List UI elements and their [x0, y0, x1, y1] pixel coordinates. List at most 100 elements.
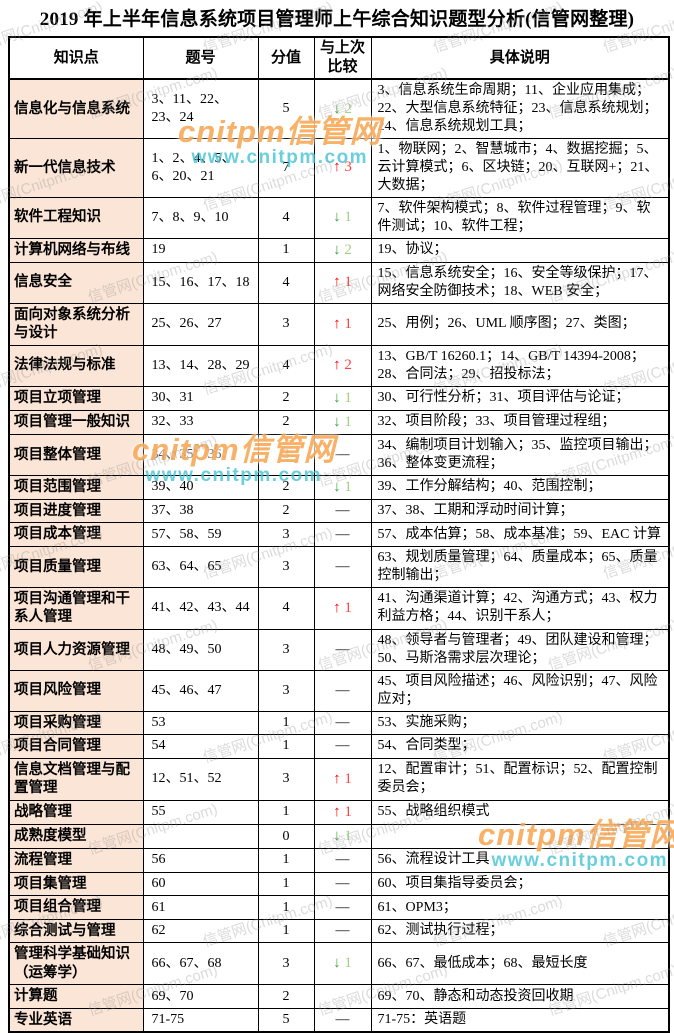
cell-question-numbers: 45、46、47	[142, 669, 259, 712]
no-change-dash: —	[335, 641, 350, 657]
cell-detail: 69、70、静态和动态投资回收期	[370, 984, 670, 1009]
cell-score: 1	[257, 871, 315, 897]
cell-trend: ↓ 2	[313, 78, 372, 140]
cell-score: 1	[257, 734, 315, 759]
table-row: 信息化与信息系统 3、11、22、23、24 5 ↓ 2 3、信息系统生命周期；…	[8, 78, 670, 140]
cell-detail: 15、信息系统安全；16、安全等级保护；17、网络安全防御技术；18、WEB 安…	[370, 261, 670, 304]
no-change-dash: —	[335, 899, 350, 915]
cell-trend: ↓ 1	[313, 409, 372, 435]
no-change-dash: —	[335, 503, 350, 519]
cell-question-numbers: 39、40	[142, 474, 259, 500]
cell-topic: 专业英语	[8, 1007, 144, 1033]
cell-question-numbers: 56	[142, 848, 259, 873]
cell-topic: 项目立项管理	[8, 385, 144, 411]
cell-question-numbers: 13、14、28、29	[142, 344, 259, 387]
no-change-dash: —	[335, 923, 350, 939]
cell-trend: ↑ 1	[313, 586, 372, 630]
cell-topic: 项目整体管理	[8, 433, 144, 476]
no-change-dash: —	[335, 682, 350, 698]
cell-score: 4	[257, 586, 315, 630]
cell-detail: 45、项目风险描述；46、风险识别；47、风险应对；	[370, 669, 670, 712]
no-change-dash: —	[335, 526, 350, 542]
down-arrow-icon: ↓	[333, 209, 341, 226]
table-row: 信息安全 15、16、17、18 4 ↑ 1 15、信息系统安全；16、安全等级…	[8, 261, 670, 304]
cell-topic: 管理科学基础知识（运筹学）	[8, 942, 144, 986]
cell-detail: 19、协议；	[370, 237, 670, 263]
col-header-topic: 知识点	[8, 36, 144, 81]
up-arrow-icon: ↑	[333, 599, 341, 616]
cell-detail: 34、编制项目计划输入；35、监控项目输出；36、整体变更流程；	[370, 433, 670, 476]
no-change-dash: —	[335, 446, 350, 462]
table-row: 流程管理 56 1 — 56、流程设计工具	[8, 848, 670, 873]
cell-question-numbers: 25、26、27	[142, 302, 259, 346]
no-change-dash: —	[335, 738, 350, 754]
table-row: 计算题 69、70 2 69、70、静态和动态投资回收期	[8, 984, 670, 1009]
down-arrow-icon: ↓	[333, 478, 341, 495]
down-arrow-icon: ↓	[333, 241, 341, 258]
cell-score: 1	[257, 848, 315, 873]
cell-topic: 项目风险管理	[8, 669, 144, 712]
cell-detail: 71-75：英语题	[370, 1007, 670, 1033]
cell-trend: —	[313, 710, 372, 736]
trend-value: 1	[340, 413, 352, 430]
cell-trend: ↑ 1	[313, 799, 372, 825]
up-arrow-icon: ↑	[333, 803, 341, 820]
trend-value: 1	[340, 274, 352, 291]
analysis-table: 知识点 题号 分值 与上次比较 具体说明 信息化与信息系统 3、11、22、23…	[8, 36, 670, 1033]
cell-topic: 项目集管理	[8, 871, 144, 897]
trend-value: 1	[340, 315, 352, 332]
table-row: 项目沟通管理和干系人管理 41、42、43、44 4 ↑ 1 41、沟通渠道计算…	[8, 586, 670, 630]
table-row: 法律法规与标准 13、14、28、29 4 ↑ 2 13、GB/T 16260.…	[8, 344, 670, 387]
cell-trend: —	[313, 628, 372, 671]
cell-trend: ↓ 1	[313, 823, 372, 850]
cell-topic: 信息安全	[8, 261, 144, 304]
cell-trend: —	[313, 546, 372, 588]
no-change-dash: —	[335, 875, 350, 891]
cell-detail: 66、67、最低成本；68、最短长度	[370, 942, 670, 986]
cell-question-numbers	[142, 823, 259, 850]
table-row: 管理科学基础知识（运筹学） 66、67、68 3 ↓ 1 66、67、最低成本；…	[8, 942, 670, 986]
table-row: 综合测试与管理 62 1 — 62、测试执行过程；	[8, 918, 670, 944]
cell-score: 1	[257, 895, 315, 920]
cell-score: 3	[257, 522, 315, 547]
cell-detail: 56、流程设计工具	[370, 848, 670, 873]
up-arrow-icon: ↑	[333, 315, 341, 332]
table-row: 项目范围管理 39、40 2 ↓ 1 39、工作分解结构；40、范围控制；	[8, 474, 670, 500]
cell-topic: 项目沟通管理和干系人管理	[8, 586, 144, 630]
cell-topic: 项目范围管理	[8, 474, 144, 500]
col-header-score: 分值	[257, 36, 315, 81]
cell-detail: 62、测试执行过程；	[370, 918, 670, 944]
cell-detail: 1、物联网；2、智慧城市；4、数据挖掘；5、云计算模式；6、区块链；20、互联网…	[370, 138, 670, 198]
cell-trend: —	[313, 895, 372, 920]
cell-trend: —	[313, 433, 372, 476]
table-row: 项目集管理 60 1 — 60、项目集指导委员会；	[8, 871, 670, 897]
down-arrow-icon: ↓	[333, 100, 341, 117]
down-arrow-icon: ↓	[333, 389, 341, 406]
cell-trend: ↓ 1	[313, 385, 372, 411]
cell-topic: 成熟度模型	[8, 823, 144, 850]
cell-question-numbers: 37、38	[142, 498, 259, 524]
cell-question-numbers: 66、67、68	[142, 942, 259, 986]
table-row: 战略管理 55 1 ↑ 1 55、战略组织模式	[8, 799, 670, 825]
cell-score: 4	[257, 261, 315, 304]
no-change-dash: —	[335, 714, 350, 730]
table-row: 软件工程知识 7、8、9、10 4 ↓ 1 7、软件架构模式；8、软件过程管理；…	[8, 196, 670, 239]
cell-detail	[370, 823, 670, 850]
cell-topic: 计算机网络与布线	[8, 237, 144, 263]
cell-trend: —	[313, 918, 372, 944]
table-row: 专业英语 71-75 5 — 71-75：英语题	[8, 1007, 670, 1033]
trend-value: 1	[340, 803, 352, 820]
up-arrow-icon: ↑	[333, 357, 341, 374]
cell-detail: 32、项目阶段；33、项目管理过程组；	[370, 409, 670, 435]
trend-value: 1	[340, 770, 352, 787]
no-change-dash: —	[335, 852, 350, 868]
cell-topic: 计算题	[8, 984, 144, 1009]
cell-question-numbers: 12、51、52	[142, 757, 259, 801]
cell-question-numbers: 69、70	[142, 984, 259, 1009]
cell-trend: ↑ 1	[313, 757, 372, 801]
table-row: 新一代信息技术 1、2、4、5、6、20、21 7 ↑ 3 1、物联网；2、智慧…	[8, 138, 670, 198]
trend-value: 1	[340, 955, 352, 972]
col-header-questions: 题号	[142, 36, 259, 81]
cell-trend: —	[313, 871, 372, 897]
